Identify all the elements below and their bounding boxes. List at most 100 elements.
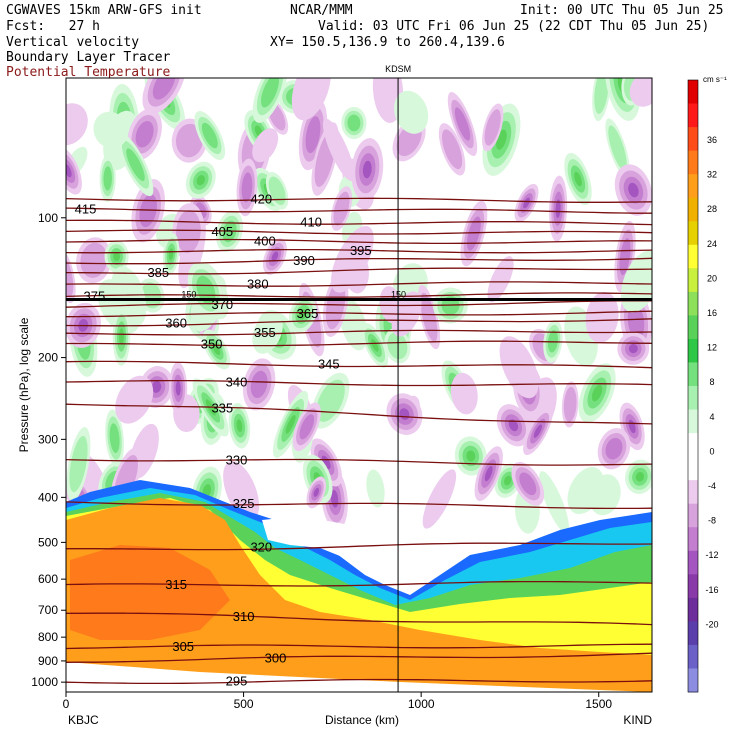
downdraft-cell	[351, 138, 384, 201]
updraft-cell	[589, 474, 621, 516]
velocity-contour-fill	[298, 309, 307, 320]
theta-contour-385	[66, 267, 652, 275]
y-tick-label: 800	[38, 630, 58, 644]
updraft-cell	[539, 471, 569, 534]
theta-label-415: 415	[75, 202, 97, 217]
updraft-cell	[93, 111, 128, 149]
velocity-contour-fill	[362, 160, 372, 179]
velocity-contour-fill	[605, 437, 623, 460]
y-axis-label: Pressure (hPa), log scale	[17, 317, 31, 452]
velocity-contour-fill	[585, 291, 619, 343]
valid-time: Valid: 03 UTC Fri 06 Jun 25 (22 CDT Thu …	[318, 19, 710, 34]
theta-contour-360	[66, 318, 652, 327]
velocity-contour-fill	[533, 424, 543, 438]
updraft-cell	[99, 154, 116, 202]
velocity-contour-fill	[589, 474, 621, 516]
vertical-velocity-shading	[66, 78, 652, 534]
downdraft-cell	[460, 200, 488, 267]
downdraft-cell	[450, 372, 478, 415]
updraft-cell	[625, 459, 652, 494]
updraft-cell	[384, 327, 411, 364]
updraft-cell	[105, 409, 124, 467]
velocity-contour-fill	[175, 123, 203, 158]
theta-contour-370	[66, 300, 652, 308]
theta-label-375: 375	[84, 289, 106, 304]
velocity-contour-fill	[313, 487, 320, 497]
velocity-contour-fill	[499, 336, 539, 399]
theta-label-340: 340	[226, 375, 248, 390]
theta-label-295: 295	[226, 674, 248, 689]
downdraft-cell	[597, 428, 631, 470]
theta-label-395: 395	[350, 243, 372, 258]
model-title: CGWAVES 15km ARW-GFS init	[6, 3, 202, 18]
downdraft-cell	[614, 164, 652, 216]
colorbar-swatch	[688, 150, 698, 175]
velocity-contour-fill	[97, 279, 141, 334]
downdraft-cell	[487, 256, 514, 303]
velocity-contour-fill	[135, 121, 154, 148]
theta-contour-365	[66, 310, 652, 318]
y-tick-label: 500	[38, 535, 58, 549]
theta-contour-400	[66, 238, 652, 245]
velocity-contour-fill	[504, 475, 512, 486]
theta-contour-350	[66, 340, 652, 347]
y-tick-label: 1000	[31, 675, 58, 689]
downdraft-cell	[306, 476, 327, 509]
theta-contour-410	[66, 219, 652, 226]
velocity-contour-fill	[366, 469, 385, 508]
velocity-contour-fill	[113, 252, 121, 261]
velocity-contour-fill	[252, 128, 279, 163]
theta-contour-405	[66, 229, 652, 235]
updraft-cell	[366, 469, 385, 508]
velocity-contour-fill	[466, 216, 481, 251]
velocity-contour-fill	[574, 171, 582, 187]
theta-label-360: 360	[165, 316, 187, 331]
updraft-cell	[272, 390, 309, 458]
velocity-contour-fill	[450, 372, 478, 415]
velocity-contour-fill	[103, 166, 112, 191]
colorbar-tick-label: 24	[707, 239, 717, 249]
velocity-contour-fill	[635, 472, 645, 482]
velocity-contour-fill	[175, 380, 181, 396]
colorbar-tick-label: -16	[705, 585, 718, 595]
colorbar-swatch	[688, 409, 698, 434]
colorbar-swatch	[688, 668, 698, 693]
theta-label-320: 320	[250, 540, 272, 555]
org-label: NCAR/MMM	[290, 3, 353, 18]
colorbar-swatch	[688, 127, 698, 152]
bl-tracer-pocket	[70, 545, 230, 640]
velocity-contour-fill	[93, 111, 128, 149]
velocity-contour-fill	[152, 78, 176, 100]
colorbar-swatch	[688, 174, 698, 199]
updraft-cell	[162, 233, 180, 276]
velocity-contour-fill	[487, 256, 514, 303]
y-tick-label: 300	[38, 432, 58, 446]
downdraft-cell	[499, 336, 539, 399]
downdraft-cell	[330, 186, 353, 231]
field-vertical-velocity: Vertical velocity	[6, 35, 140, 50]
x-tick-label: 1000	[408, 697, 435, 711]
downdraft-cell	[291, 78, 331, 121]
endpoint-left-label: KBJC	[68, 713, 99, 727]
updraft-cell	[482, 103, 521, 176]
velocity-contour-fill	[201, 122, 218, 149]
theta-label-385: 385	[147, 265, 169, 280]
updraft-cell	[578, 363, 616, 423]
colorbar-swatch	[688, 597, 698, 622]
colorbar-tick-label: 16	[707, 308, 717, 318]
theta-contour-395	[66, 248, 652, 254]
x-tick-label: 1500	[585, 697, 612, 711]
cross-section-endpoints: XY= 150.5,136.9 to 260.4,139.6	[270, 35, 505, 50]
downdraft-cell	[511, 461, 545, 506]
theta-label-325: 325	[233, 496, 255, 511]
downdraft-cell	[172, 203, 205, 260]
updraft-cell	[252, 78, 288, 123]
velocity-contour-fill	[268, 176, 286, 206]
colorbar-tick-label: 20	[707, 273, 717, 283]
colorbar-swatch	[688, 315, 698, 340]
updraft-cell	[117, 133, 154, 197]
velocity-contour-fill	[151, 381, 162, 393]
downdraft-cell	[169, 362, 188, 415]
colorbar-swatch	[688, 291, 698, 316]
